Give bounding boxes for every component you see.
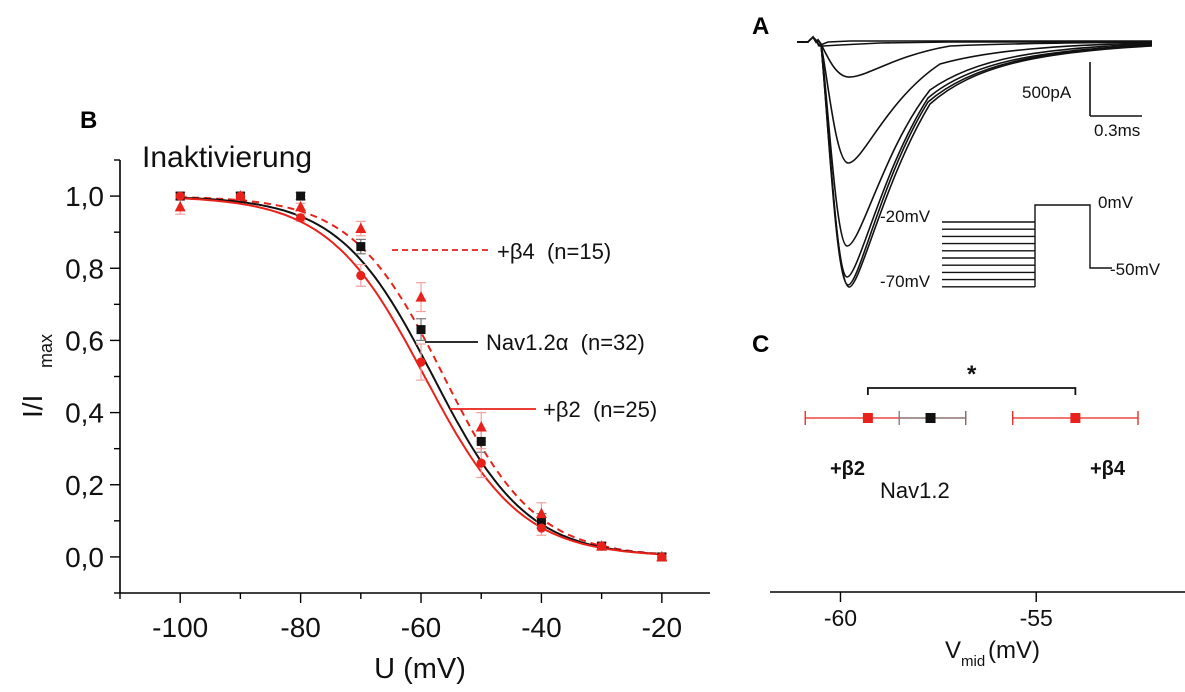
panel-letter-c: C [752,331,769,358]
axis-ticks: -100 -80 -60 -40 -20 0,0 0,2 0,4 0,6 0,8 1,0 [65,159,682,643]
protocol-label-minus50mv: -50mV [1110,260,1161,279]
significance-bracket-line [866,387,1077,395]
panel-c-vmid: C -60 -55 * +β2 Nav1.2 +β4 V mid (mV) [752,331,1185,670]
x-tick-label: -80 [280,612,320,643]
vmid-axis-title: V mid (mV) [945,637,1040,670]
fit-curve [180,196,659,555]
x-tick-label: -60 [401,612,441,643]
legend-connector-lines [392,249,536,410]
data-point-beta2 [356,270,366,281]
y-axis-title-subscript: max [36,334,56,368]
legend-label-beta4: +β4 (n=15) [497,239,611,264]
label-beta4: +β4 [1090,458,1126,480]
data-point-beta2 [416,357,426,367]
vmid-error-bars [804,411,1139,425]
vmid-point [925,413,936,423]
scale-bar: 500pA 0.3ms [1022,62,1142,140]
test-pulse-line [1034,204,1112,287]
inactivation-annotation: Inaktivierung [142,141,312,174]
protocol-label-minus20mv: -20mV [880,207,931,226]
prepulse-steps [942,221,1035,288]
y-tick-label: 0,0 [65,542,104,573]
panel-letter-a: A [752,13,769,40]
data-point-beta4 [174,200,186,212]
x-axis-title: U (mV) [374,653,466,685]
vmid-points [862,413,1081,423]
data-point-beta4 [295,200,307,212]
data-point-beta2 [175,191,185,201]
label-nav12: Nav1.2 [880,478,950,503]
data-points [174,190,668,562]
data-point-nav12 [356,242,366,252]
significance-bracket [866,387,1077,395]
panel-letter-b: B [80,107,97,134]
y-tick-label: 0,8 [65,253,104,284]
data-point-nav12 [476,436,486,446]
y-axis-title: I/I max [17,334,56,418]
data-point-beta2 [597,541,607,551]
x-tick-label: -20 [642,612,682,643]
y-tick-label: 0,6 [65,325,104,356]
data-point-nav12 [416,325,426,335]
protocol-label-0mv: 0mV [1098,193,1134,212]
data-point-beta4 [475,421,487,432]
data-point-beta4 [415,291,427,302]
legend-label-beta2: +β2 (n=25) [543,397,657,422]
data-point-beta2 [235,191,246,201]
current-trace [797,35,1153,278]
scale-bar-current-label: 500pA [1022,83,1072,102]
data-point-beta2 [657,552,667,562]
x-tick-label: -40 [521,612,561,643]
data-point-beta2 [536,523,547,533]
vmid-point [1070,413,1081,423]
vmid-axis-title-unit: (mV) [988,637,1040,664]
data-point-beta4 [355,222,367,234]
current-trace [797,35,1153,78]
vmid-point [862,413,873,423]
vmid-x-tick-label: -55 [1020,605,1053,631]
scale-bar-time-label: 0.3ms [1094,121,1140,140]
panel-b-inactivation: B Inaktivierung -100 -80 -60 -40 -20 0,0 0,2 0,… [17,107,710,685]
protocol-label-minus70mv: -70mV [880,272,931,291]
panel-a-current-traces: A 500pA 0.3ms -20mV -70mV 0mV -50mV [752,13,1161,291]
data-point-nav12 [296,191,306,201]
y-tick-label: 1,0 [65,181,104,212]
vmid-axis-title-subscript: mid [961,653,985,670]
legend-label-nav12: Nav1.2α (n=32) [486,330,645,355]
data-point-beta2 [476,458,486,468]
significance-star: * [967,361,977,388]
y-tick-label: 0,4 [65,398,104,429]
data-point-beta4 [535,507,547,519]
current-trace [797,35,1153,286]
label-beta2: +β2 [830,458,865,480]
y-axis-title-main: I/I [17,395,48,418]
current-trace [797,35,1153,288]
data-point-beta2 [296,213,306,223]
current-trace [797,35,1153,164]
current-trace [797,35,1153,247]
data-point-nav12 [536,516,546,526]
vmid-axis-title-main: V [945,637,961,664]
voltage-protocol: -20mV -70mV 0mV -50mV [880,193,1161,291]
x-tick-label: -100 [152,612,208,643]
vmid-axis-ticks: -60 -55 [824,592,1053,631]
y-tick-label: 0,2 [65,470,104,501]
vmid-x-tick-label: -60 [824,605,857,631]
current-traces [797,35,1153,288]
fit-curve [180,197,659,556]
